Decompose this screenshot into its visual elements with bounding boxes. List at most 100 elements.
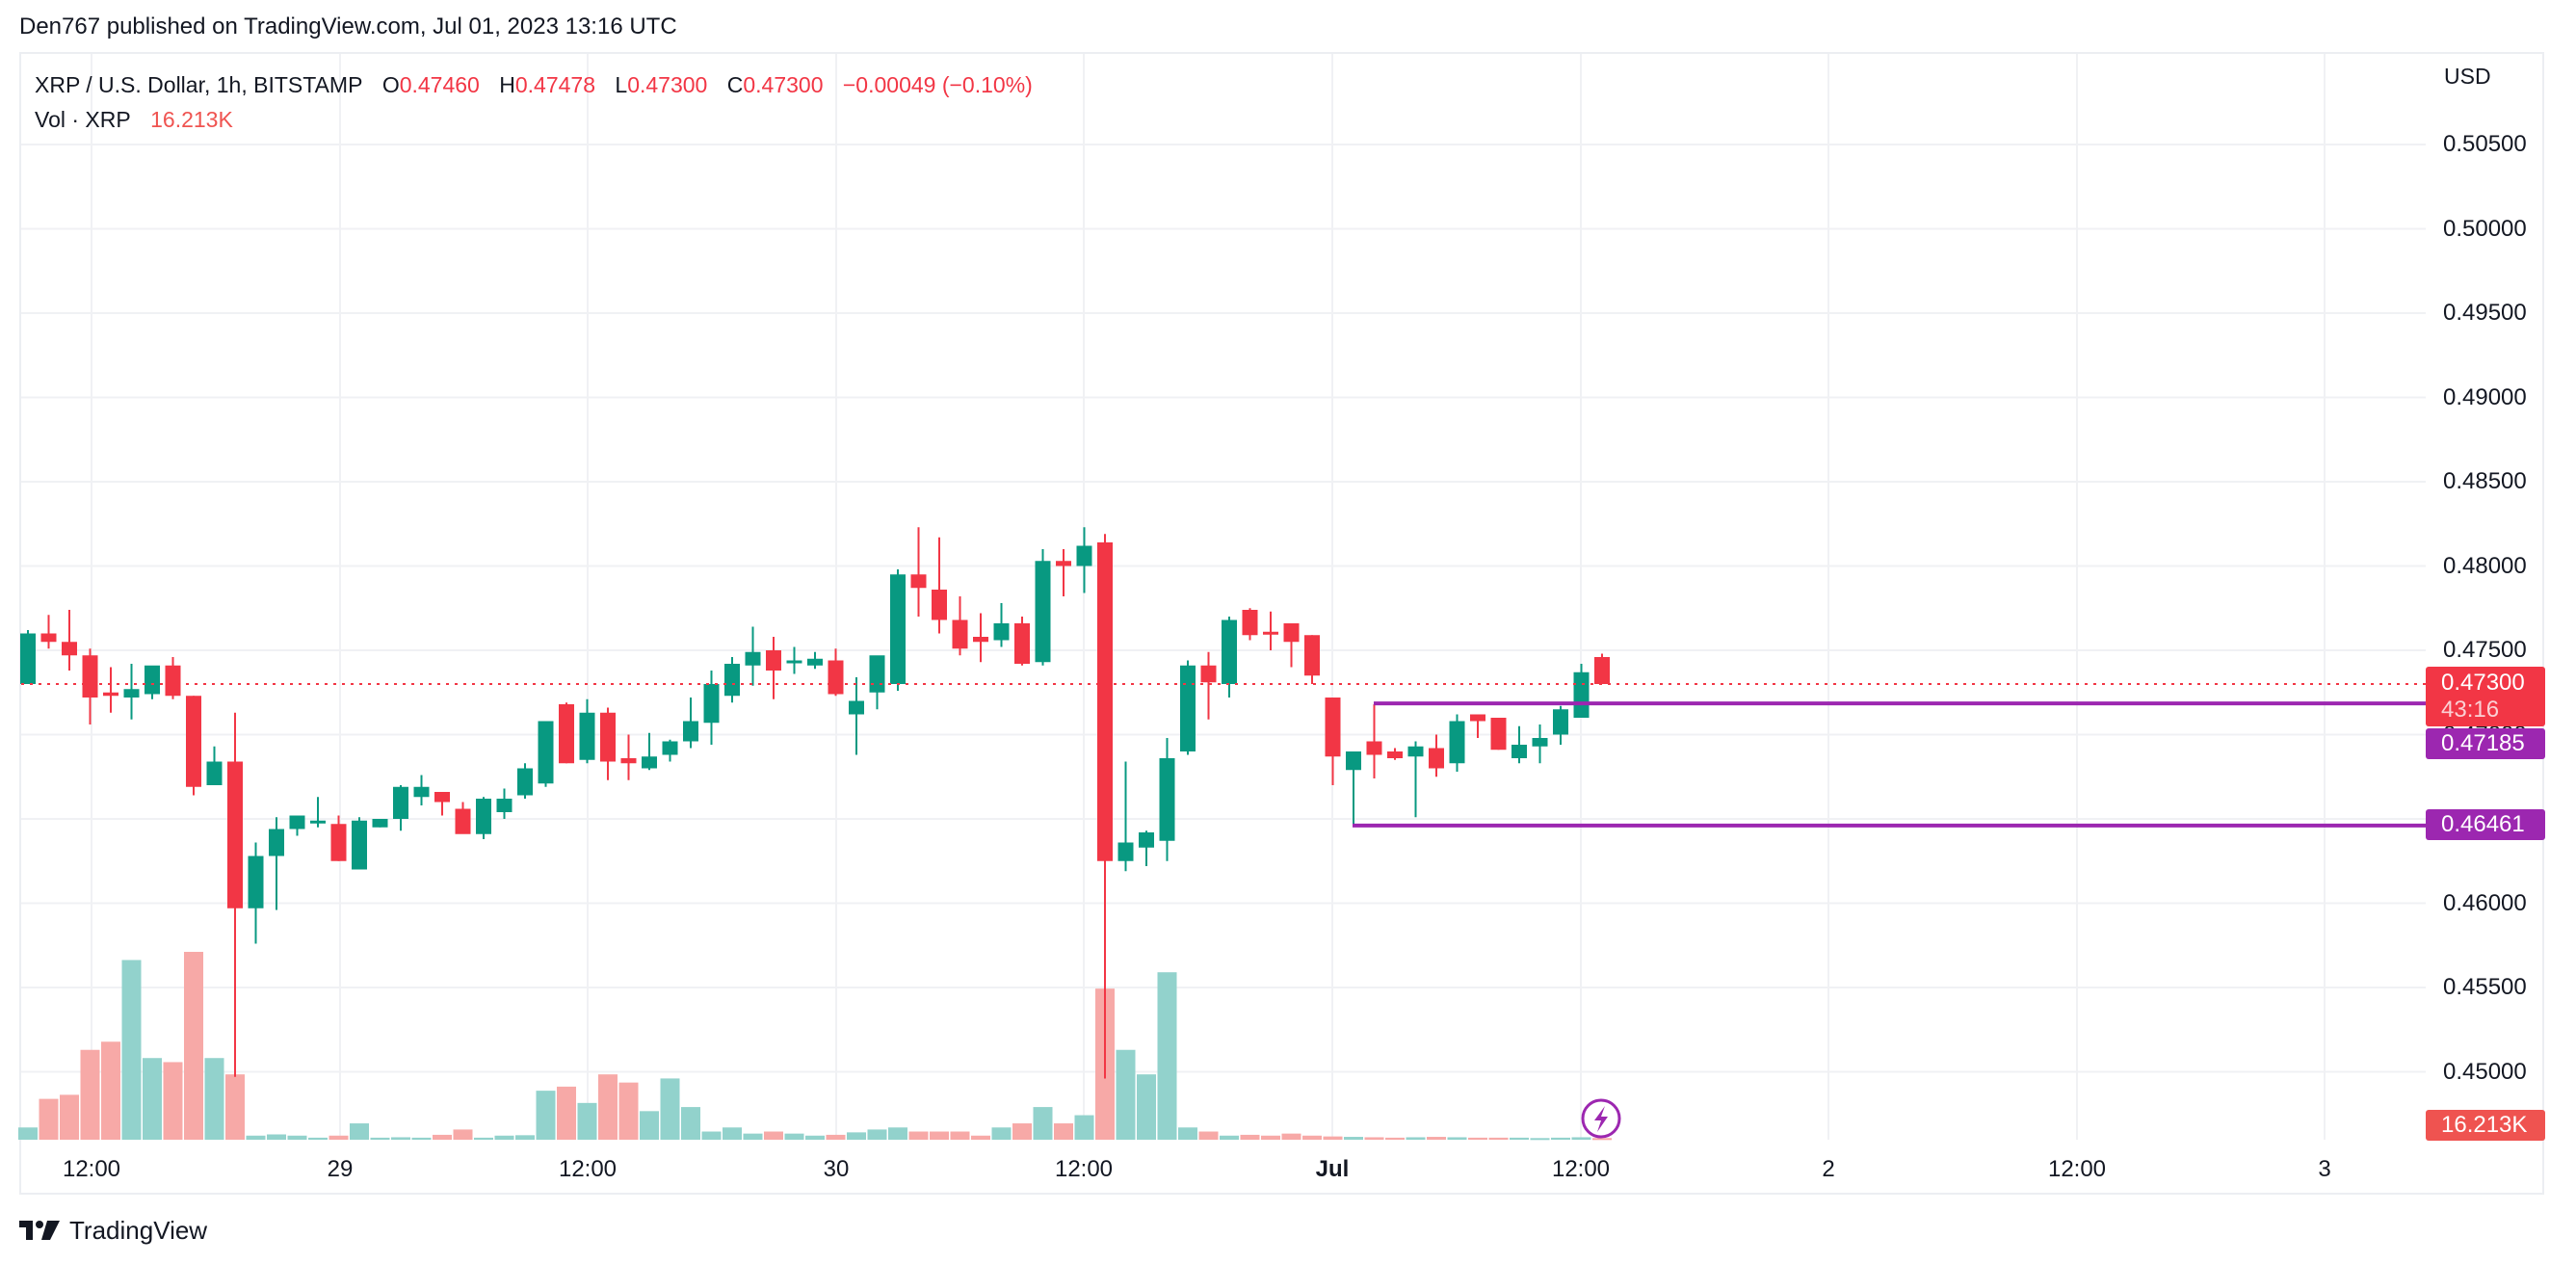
candle-body [1117, 842, 1134, 861]
volume-bar [1033, 1107, 1053, 1140]
volume-bar [204, 1058, 224, 1140]
candle-body [745, 651, 761, 666]
volume-bar [1054, 1123, 1073, 1140]
time-tick-label: 12:00 [62, 1156, 121, 1182]
candle-body [206, 761, 223, 785]
volume-bar [453, 1129, 473, 1140]
volume-bar [1261, 1135, 1280, 1140]
volume-bar [557, 1086, 576, 1140]
tradingview-logo-text: TradingView [69, 1216, 208, 1245]
volume-bar [743, 1133, 763, 1140]
candle-body [1407, 746, 1424, 757]
candle-body [1263, 631, 1278, 635]
volume-bar [701, 1131, 722, 1140]
volume-bar [930, 1131, 949, 1140]
volume-bar [143, 1058, 162, 1140]
volume-bar [515, 1135, 535, 1140]
volume-bar [908, 1131, 929, 1140]
volume-bar [391, 1137, 410, 1140]
candle-body [973, 637, 988, 643]
chart-frame [19, 52, 2544, 1195]
candle-body [807, 658, 823, 666]
volume-bar [1592, 1138, 1612, 1141]
candle-body [869, 655, 885, 693]
price-tick-label: 0.48000 [2443, 552, 2527, 579]
candle-body [517, 768, 533, 796]
volume-bar [121, 960, 142, 1140]
candle-body [1387, 751, 1403, 758]
candle-body [1532, 738, 1548, 747]
volume-bar [1220, 1135, 1239, 1140]
volume-bar [618, 1082, 639, 1140]
candle-body [1159, 758, 1175, 841]
volume-bar [1447, 1137, 1467, 1140]
time-tick-label: 12:00 [558, 1156, 618, 1182]
candle-body [330, 824, 347, 861]
candle-body [393, 786, 408, 819]
candle-body [1346, 751, 1361, 771]
volume-bar [598, 1074, 618, 1140]
volume-bar [370, 1137, 390, 1140]
candle-body [642, 756, 657, 769]
candle-body [620, 758, 637, 764]
candle-body [993, 623, 1010, 641]
chart-legend: XRP / U.S. Dollar, 1h, BITSTAMP O0.47460… [35, 67, 1033, 137]
volume-bar [350, 1123, 369, 1140]
candle-body [724, 664, 740, 697]
candle-body [352, 820, 367, 870]
tradingview-logo-icon [19, 1220, 60, 1240]
candle-body [1553, 709, 1568, 735]
volume-bar [60, 1094, 79, 1140]
time-tick-label: 12:00 [1054, 1156, 1114, 1182]
candle-body [1139, 832, 1154, 848]
lightning-icon-glyph [1594, 1106, 1608, 1132]
price-tick-label: 0.49500 [2443, 300, 2527, 326]
volume-bar [723, 1127, 742, 1140]
candle-body [40, 633, 57, 643]
candle-body [1470, 714, 1485, 722]
candle-body [455, 808, 471, 834]
candle-body [289, 815, 305, 830]
candle-body [1035, 561, 1051, 663]
low-value: 0.47300 [627, 72, 708, 97]
candle-body [1573, 672, 1590, 718]
candle-body [786, 660, 802, 664]
candle-body [559, 704, 574, 764]
candle-body [890, 574, 906, 684]
volume-bar [1116, 1049, 1136, 1140]
volume-bar [1385, 1137, 1405, 1140]
open-value: 0.47460 [399, 72, 480, 97]
volume-bar [847, 1132, 866, 1140]
candle-body [538, 721, 554, 784]
volume-bar [1488, 1137, 1509, 1140]
volume-bar [1157, 972, 1177, 1140]
volume-bar [80, 1049, 100, 1140]
volume-bar [1406, 1137, 1426, 1140]
candle-body [952, 619, 968, 649]
volume-bar [1323, 1136, 1343, 1140]
volume-bar [950, 1131, 970, 1140]
volume-bar [764, 1131, 783, 1140]
volume-bar [39, 1098, 59, 1140]
horizontal-line-upper-tag: 0.47185 [2426, 728, 2545, 759]
candle-body [434, 792, 450, 803]
time-tick-label: 30 [823, 1156, 850, 1182]
candle-body [62, 642, 77, 656]
volume-bar [888, 1127, 907, 1140]
candle-body [103, 692, 118, 697]
price-tick-label: 0.45000 [2443, 1058, 2527, 1085]
candle-body [1490, 718, 1507, 750]
currency-label[interactable]: USD [2444, 64, 2491, 89]
volume-bar [1551, 1137, 1570, 1140]
tradingview-logo[interactable]: TradingView [19, 1216, 207, 1246]
candle-body [1242, 610, 1258, 636]
candle-body [310, 820, 326, 824]
candle-body [82, 655, 98, 698]
volume-bar [681, 1107, 700, 1140]
close-label: C [726, 72, 744, 97]
volume-bar [1427, 1137, 1446, 1140]
symbol-label: XRP / U.S. Dollar, 1h, BITSTAMP [35, 72, 363, 97]
volume-bar [1510, 1137, 1529, 1140]
last-price-value: 0.47300 [2441, 670, 2525, 696]
